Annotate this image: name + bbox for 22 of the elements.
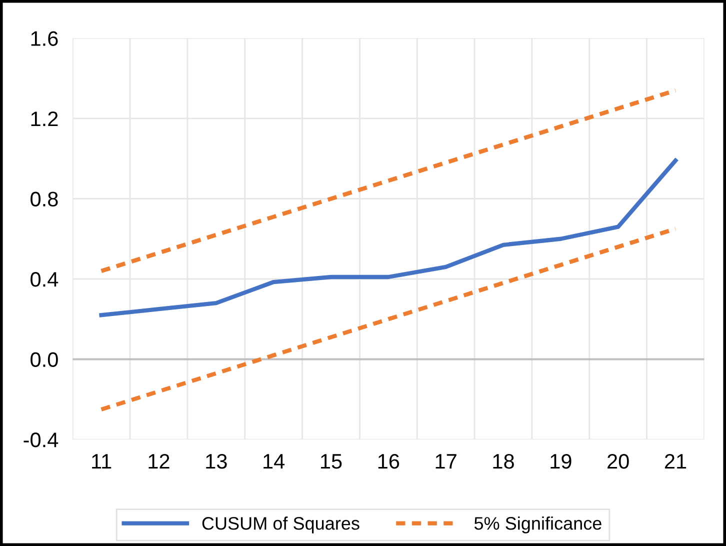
x-tick-label: 13 xyxy=(206,454,227,469)
x-tick-label: 12 xyxy=(148,454,170,469)
y-tick-label: 1.2 xyxy=(31,111,58,126)
x-tick-label: 17 xyxy=(436,454,456,469)
legend-label: 5% Significance xyxy=(474,516,602,534)
x-tick-label: 15 xyxy=(320,454,342,469)
x-tick-label: 14 xyxy=(264,454,285,469)
line-series xyxy=(99,88,678,274)
x-tick-label: 18 xyxy=(493,454,514,469)
y-tick-label: 0.4 xyxy=(30,272,58,287)
x-tick-label: 19 xyxy=(550,454,572,469)
legend-label: CUSUM of Squares xyxy=(202,516,360,534)
x-tick-label: 21 xyxy=(664,454,686,469)
y-tick-label: 0.8 xyxy=(30,192,58,206)
x-tick-label: 16 xyxy=(378,454,400,469)
x-tick-label: 20 xyxy=(608,454,629,469)
y-tick-label: 0.0 xyxy=(30,352,58,368)
line-series xyxy=(99,226,678,412)
line-series xyxy=(99,158,678,318)
y-tick-label: -0.4 xyxy=(24,432,58,448)
x-tick-label: 11 xyxy=(92,454,112,469)
y-tick-label: 1.6 xyxy=(31,31,58,46)
